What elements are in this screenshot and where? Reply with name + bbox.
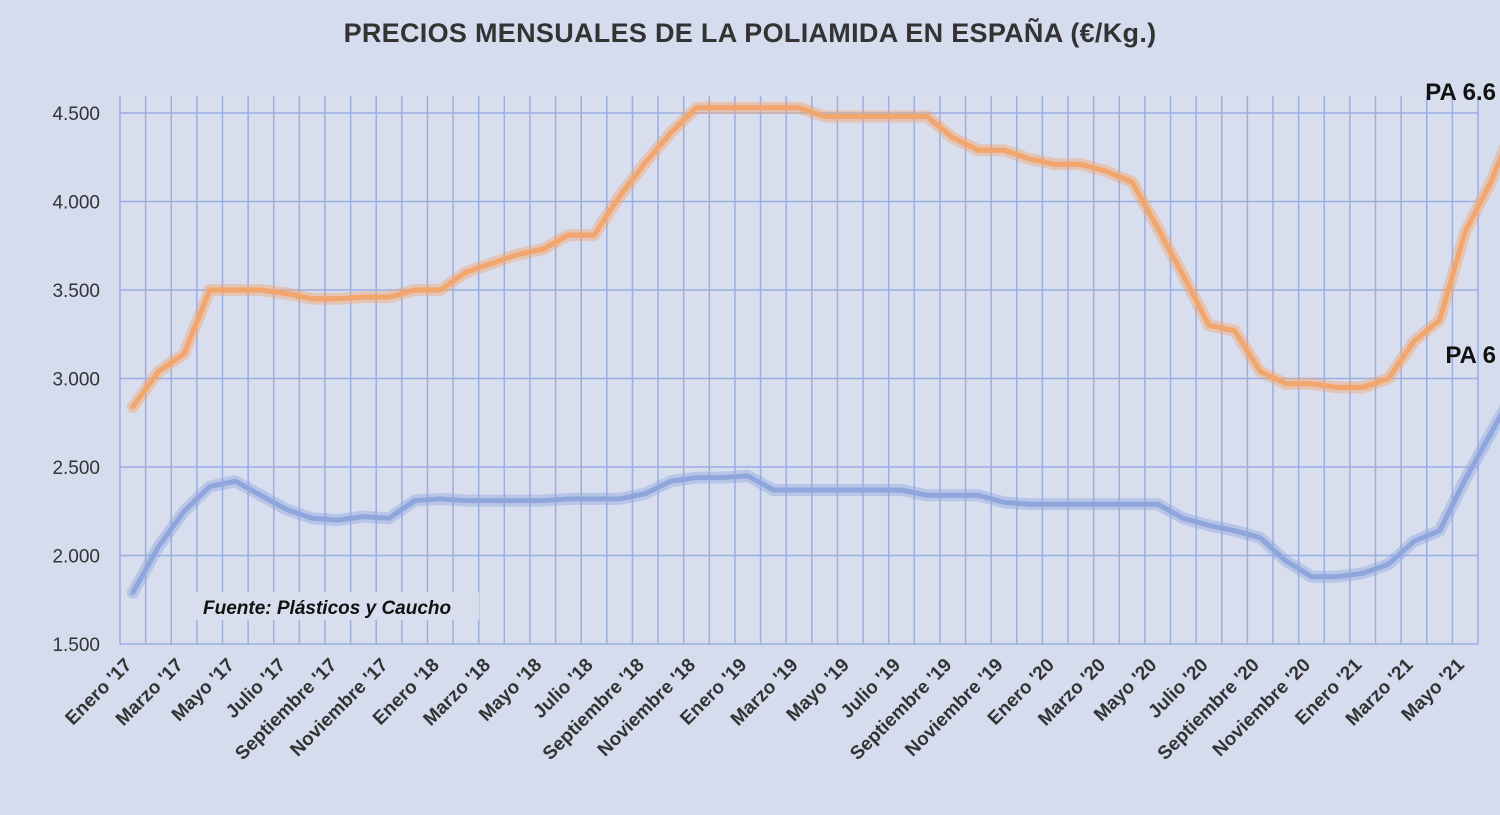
series-label: PA 6 [1445,342,1496,369]
series-line [130,411,1500,596]
chart-title: PRECIOS MENSUALES DE LA POLIAMIDA EN ESP… [343,18,1157,48]
y-tick-label: 4.500 [52,104,100,125]
y-tick-label: 3.000 [52,370,100,391]
series-label: PA 6.6 [1425,79,1496,106]
source-annotation: Fuente: Plásticos y Caucho [203,598,451,619]
y-tick-label: 2.000 [52,547,100,568]
series-line [130,105,1500,410]
y-tick-label: 2.500 [52,458,100,479]
plot-area [120,96,1478,644]
y-tick-label: 1.500 [52,635,100,656]
y-tick-label: 4.000 [52,193,100,214]
source-box [196,592,479,620]
y-tick-label: 3.500 [52,281,100,302]
